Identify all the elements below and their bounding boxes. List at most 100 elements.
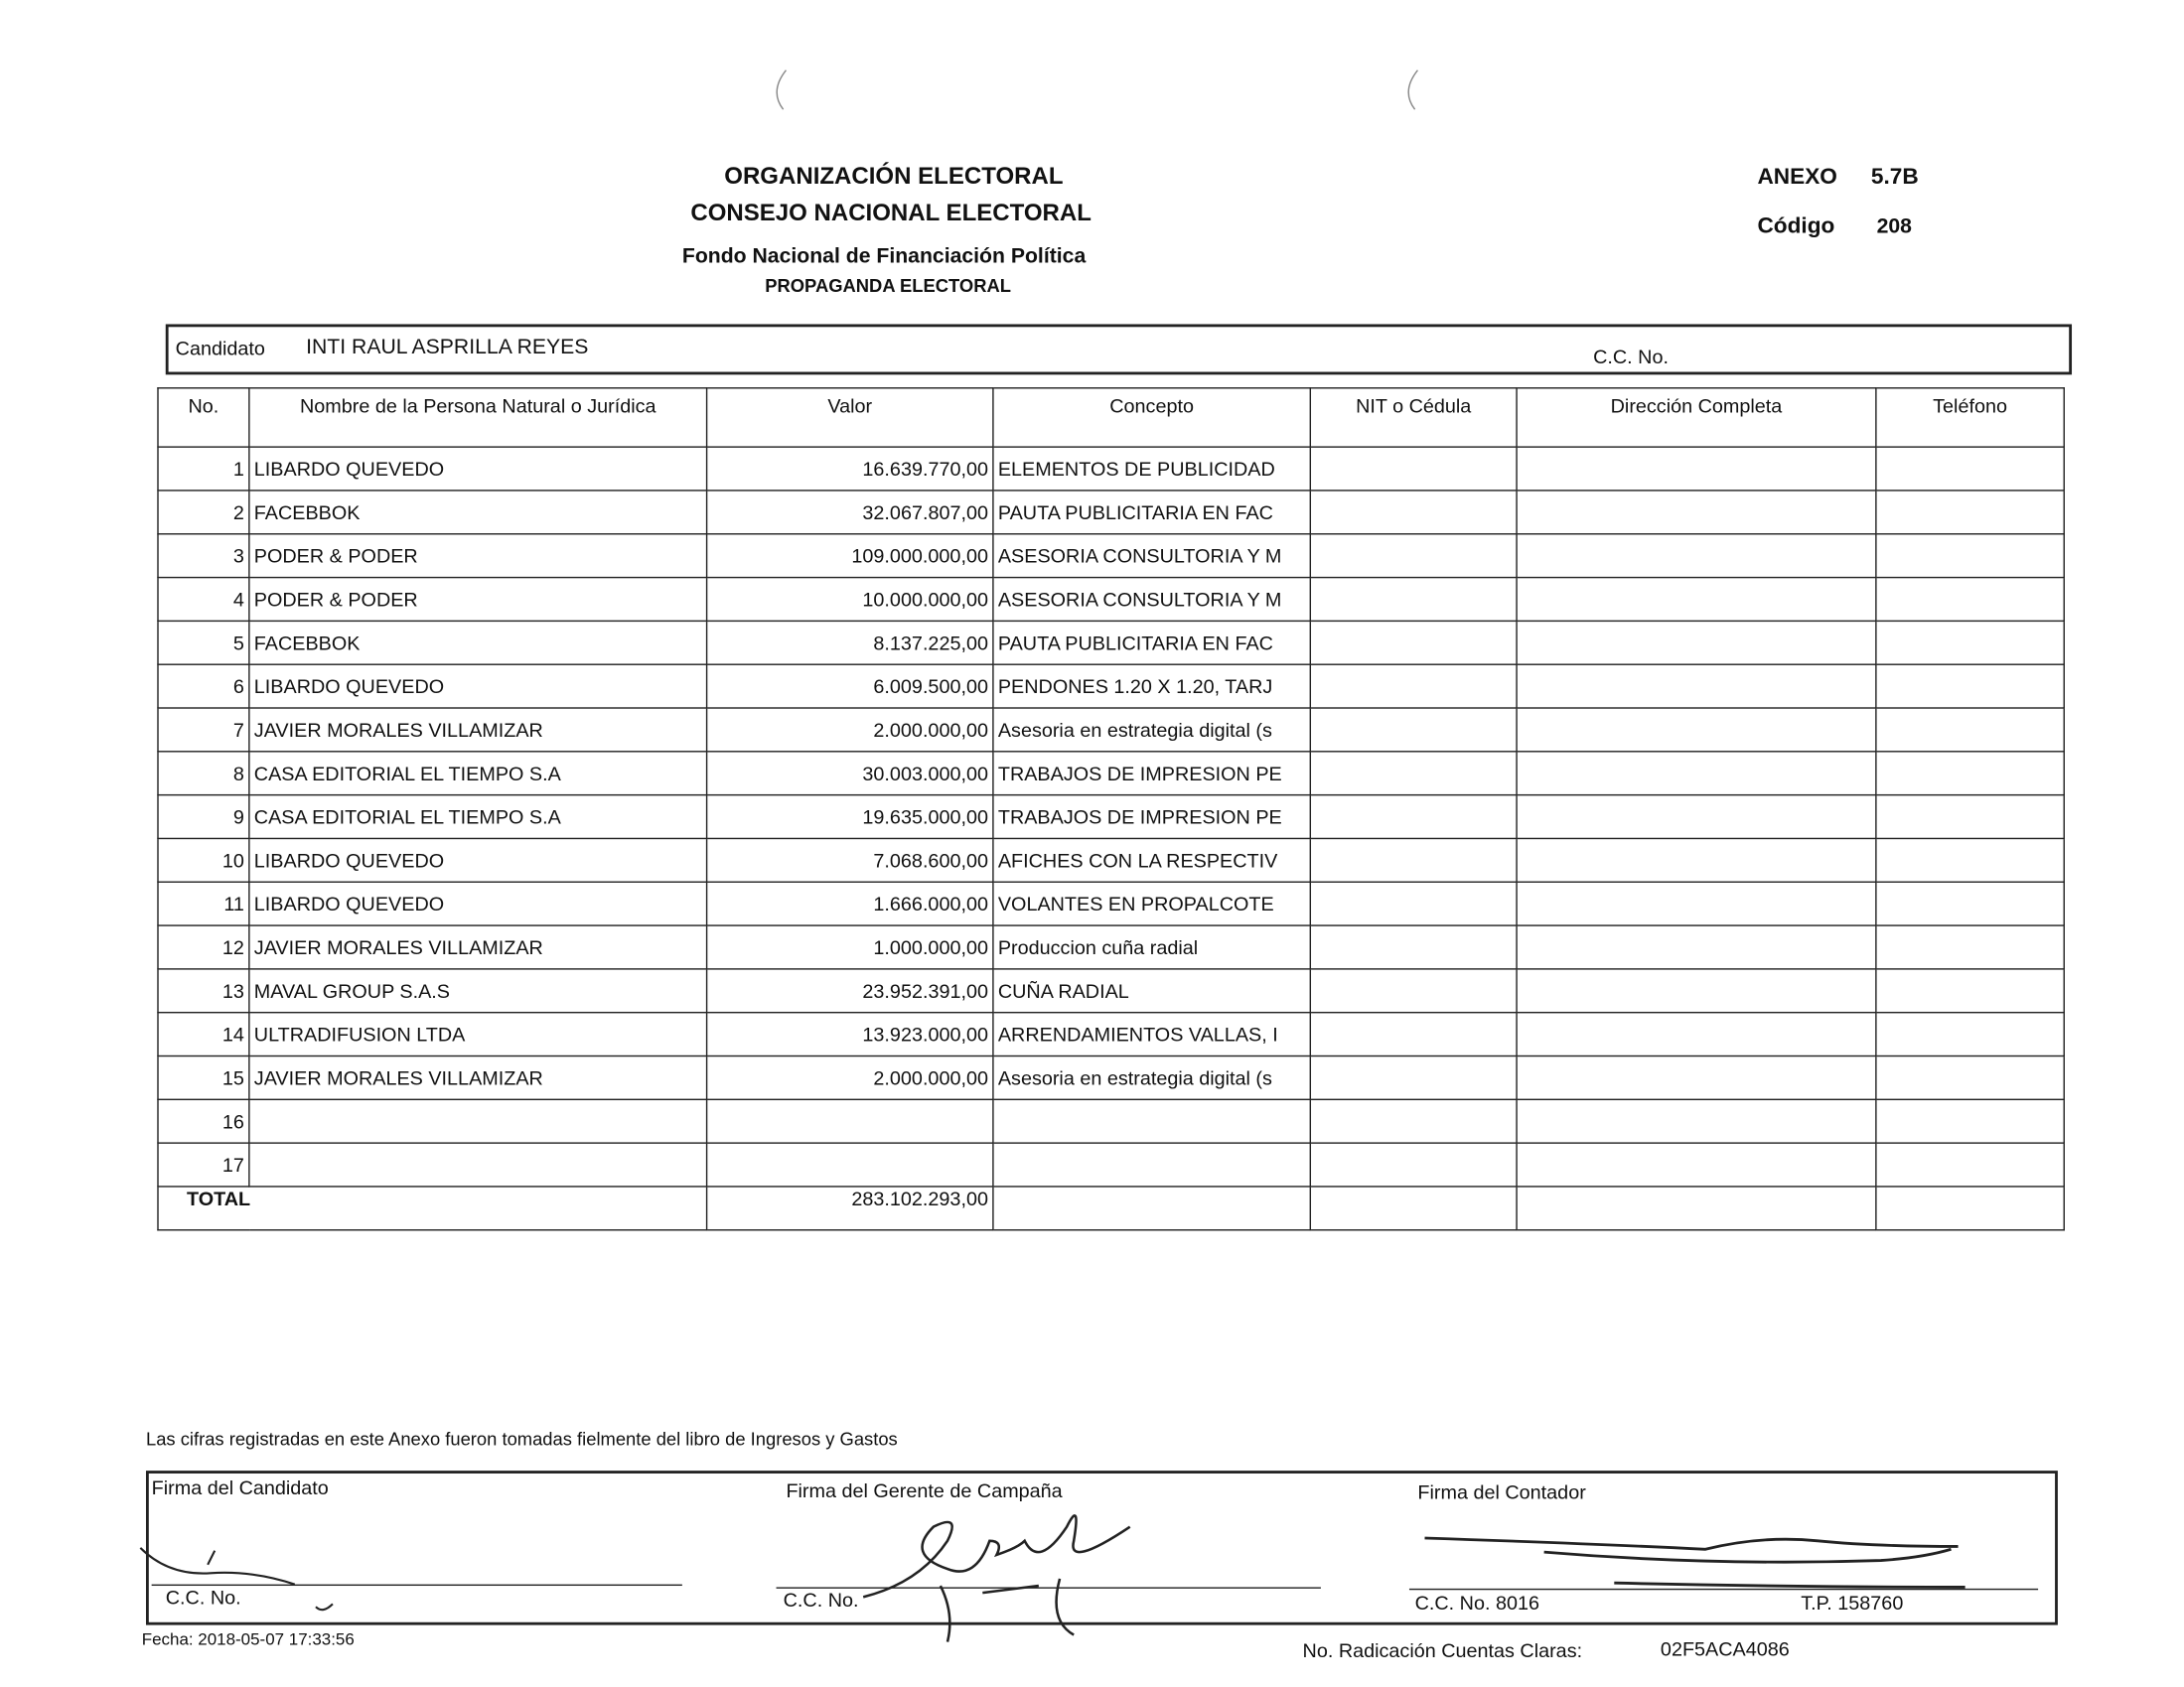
redacted-cell xyxy=(1875,1142,2065,1188)
total-label: TOTAL xyxy=(157,1186,708,1231)
row-concept: PAUTA PUBLICITARIA EN FAC xyxy=(992,620,1312,665)
row-number: 5 xyxy=(157,620,250,665)
row-number: 1 xyxy=(157,446,250,492)
redacted-cell xyxy=(1516,490,1877,535)
redacted-cell xyxy=(1875,793,2065,840)
redacted-cell xyxy=(1516,620,1877,665)
fund-title: Fondo Nacional de Financiación Política xyxy=(681,243,1087,268)
row-concept: TRABAJOS DE IMPRESION PE xyxy=(992,793,1312,840)
table-row: 11 LIBARDO QUEVEDO 1.666.000,00 VOLANTES EN… xyxy=(157,881,2065,926)
redacted-cell xyxy=(1516,751,1877,796)
redacted-cell xyxy=(1516,663,1877,709)
table-row: 15 JAVIER MORALES VILLAMIZAR 2.000.000,00 A… xyxy=(157,1054,2065,1101)
column-header: Nombre de la Persona Natural o Jurídica xyxy=(248,387,708,448)
candidate-box xyxy=(165,324,2073,375)
table-row: 8 CASA EDITORIAL EL TIEMPO S.A 30.003.000,… xyxy=(157,751,2065,796)
row-number: 6 xyxy=(157,663,250,709)
sign-candidate: Firma del Candidato xyxy=(151,1476,329,1499)
row-number: 13 xyxy=(157,968,250,1014)
row-number: 11 xyxy=(157,881,250,926)
redacted-cell xyxy=(1875,1098,2065,1144)
row-concept: AFICHES CON LA RESPECTIV xyxy=(992,837,1312,883)
empty-cell xyxy=(1516,1186,1877,1231)
redacted-cell xyxy=(1875,751,2065,796)
row-number: 14 xyxy=(157,1011,250,1057)
redacted-cell xyxy=(1309,1098,1518,1144)
row-number: 16 xyxy=(157,1098,250,1144)
redacted-cell xyxy=(1516,533,1877,579)
redacted-cell xyxy=(1516,968,1877,1014)
redacted-cell xyxy=(1516,924,1877,970)
redacted-cell xyxy=(1516,837,1877,883)
table-row: 1 LIBARDO QUEVEDO 16.639.770,00 ELEMENTOS D… xyxy=(157,446,2065,492)
row-value: 6.009.500,00 xyxy=(705,663,994,709)
table-row: 16 xyxy=(157,1098,2065,1144)
redacted-cell xyxy=(1309,1011,1518,1057)
redacted-cell xyxy=(1309,576,1518,623)
row-value xyxy=(705,1142,994,1188)
row-name: ULTRADIFUSION LTDA xyxy=(248,1011,708,1057)
redacted-cell xyxy=(1875,620,2065,665)
row-number: 7 xyxy=(157,707,250,753)
row-number: 9 xyxy=(157,793,250,840)
redacted-cell xyxy=(1875,533,2065,579)
redacted-cell xyxy=(1309,490,1518,535)
table-body: 1 LIBARDO QUEVEDO 16.639.770,00 ELEMENTOS D… xyxy=(157,446,2065,1231)
redacted-cell xyxy=(1516,1054,1877,1101)
row-name: LIBARDO QUEVEDO xyxy=(248,881,708,926)
sign-line xyxy=(1408,1588,2039,1591)
table-row: 17 xyxy=(157,1142,2065,1188)
redacted-cell xyxy=(1516,707,1877,753)
table-row: 10 LIBARDO QUEVEDO 7.068.600,00 AFICHES CON… xyxy=(157,837,2065,883)
redacted-cell xyxy=(1516,1011,1877,1057)
redacted-cell xyxy=(1875,490,2065,535)
row-concept: ARRENDAMIENTOS VALLAS, I xyxy=(992,1011,1312,1057)
council-title: CONSEJO NACIONAL ELECTORAL xyxy=(690,199,1092,226)
row-concept: ELEMENTOS DE PUBLICIDAD xyxy=(992,446,1312,492)
row-number: 17 xyxy=(157,1142,250,1188)
redacted-cell xyxy=(1875,663,2065,709)
empty-cell xyxy=(992,1186,1312,1231)
candidate-label: Candidato xyxy=(175,337,265,359)
table-row: 2 FACEBBOK 32.067.807,00 PAUTA PUBLICITARIA… xyxy=(157,490,2065,535)
sign-manager: Firma del Gerente de Campaña xyxy=(786,1478,1063,1502)
total-row: TOTAL 283.102.293,00 xyxy=(157,1186,2065,1231)
table-row: 14 ULTRADIFUSION LTDA 13.923.000,00 ARRENDA… xyxy=(157,1011,2065,1057)
row-value: 1.666.000,00 xyxy=(705,881,994,926)
row-name: PODER & PODER xyxy=(248,576,708,623)
row-name: CASA EDITORIAL EL TIEMPO S.A xyxy=(248,751,708,796)
redacted-cell xyxy=(1309,924,1518,970)
redacted-cell xyxy=(1309,1054,1518,1101)
row-concept: Asesoria en estrategia digital (s xyxy=(992,707,1312,753)
radication-label: No. Radicación Cuentas Claras: xyxy=(1302,1638,1583,1662)
redacted-cell xyxy=(1875,1011,2065,1057)
row-concept: CUÑA RADIAL xyxy=(992,968,1312,1014)
row-value: 19.635.000,00 xyxy=(705,793,994,840)
row-name: JAVIER MORALES VILLAMIZAR xyxy=(248,924,708,970)
empty-cell xyxy=(1875,1186,2065,1231)
column-header: Valor xyxy=(705,387,994,448)
redacted-cell xyxy=(1875,576,2065,623)
code: 208 xyxy=(1876,214,1912,239)
row-concept: Asesoria en estrategia digital (s xyxy=(992,1054,1312,1101)
redacted-cell xyxy=(1516,446,1877,492)
row-name xyxy=(248,1098,708,1144)
row-value: 7.068.600,00 xyxy=(705,837,994,883)
row-value: 2.000.000,00 xyxy=(705,1054,994,1101)
redacted-cell xyxy=(1875,968,2065,1014)
sign-accountant: Firma del Contador xyxy=(1417,1480,1586,1503)
redacted-cell xyxy=(1309,793,1518,840)
cc-manager: C.C. No. xyxy=(783,1588,859,1612)
redacted-cell xyxy=(1309,620,1518,665)
table-row: 6 LIBARDO QUEVEDO 6.009.500,00 PENDONES 1.2… xyxy=(157,663,2065,709)
total-value: 283.102.293,00 xyxy=(705,1186,994,1231)
row-name: MAVAL GROUP S.A.S xyxy=(248,968,708,1014)
cc-accountant: C.C. No. 8016 xyxy=(1414,1591,1539,1615)
signature-box xyxy=(145,1471,2058,1625)
empty-cell xyxy=(1309,1186,1518,1231)
row-value: 10.000.000,00 xyxy=(705,576,994,623)
section-title: PROPAGANDA ELECTORAL xyxy=(765,275,1011,297)
redacted-cell xyxy=(1309,751,1518,796)
annex: 5.7B xyxy=(1870,165,1919,190)
